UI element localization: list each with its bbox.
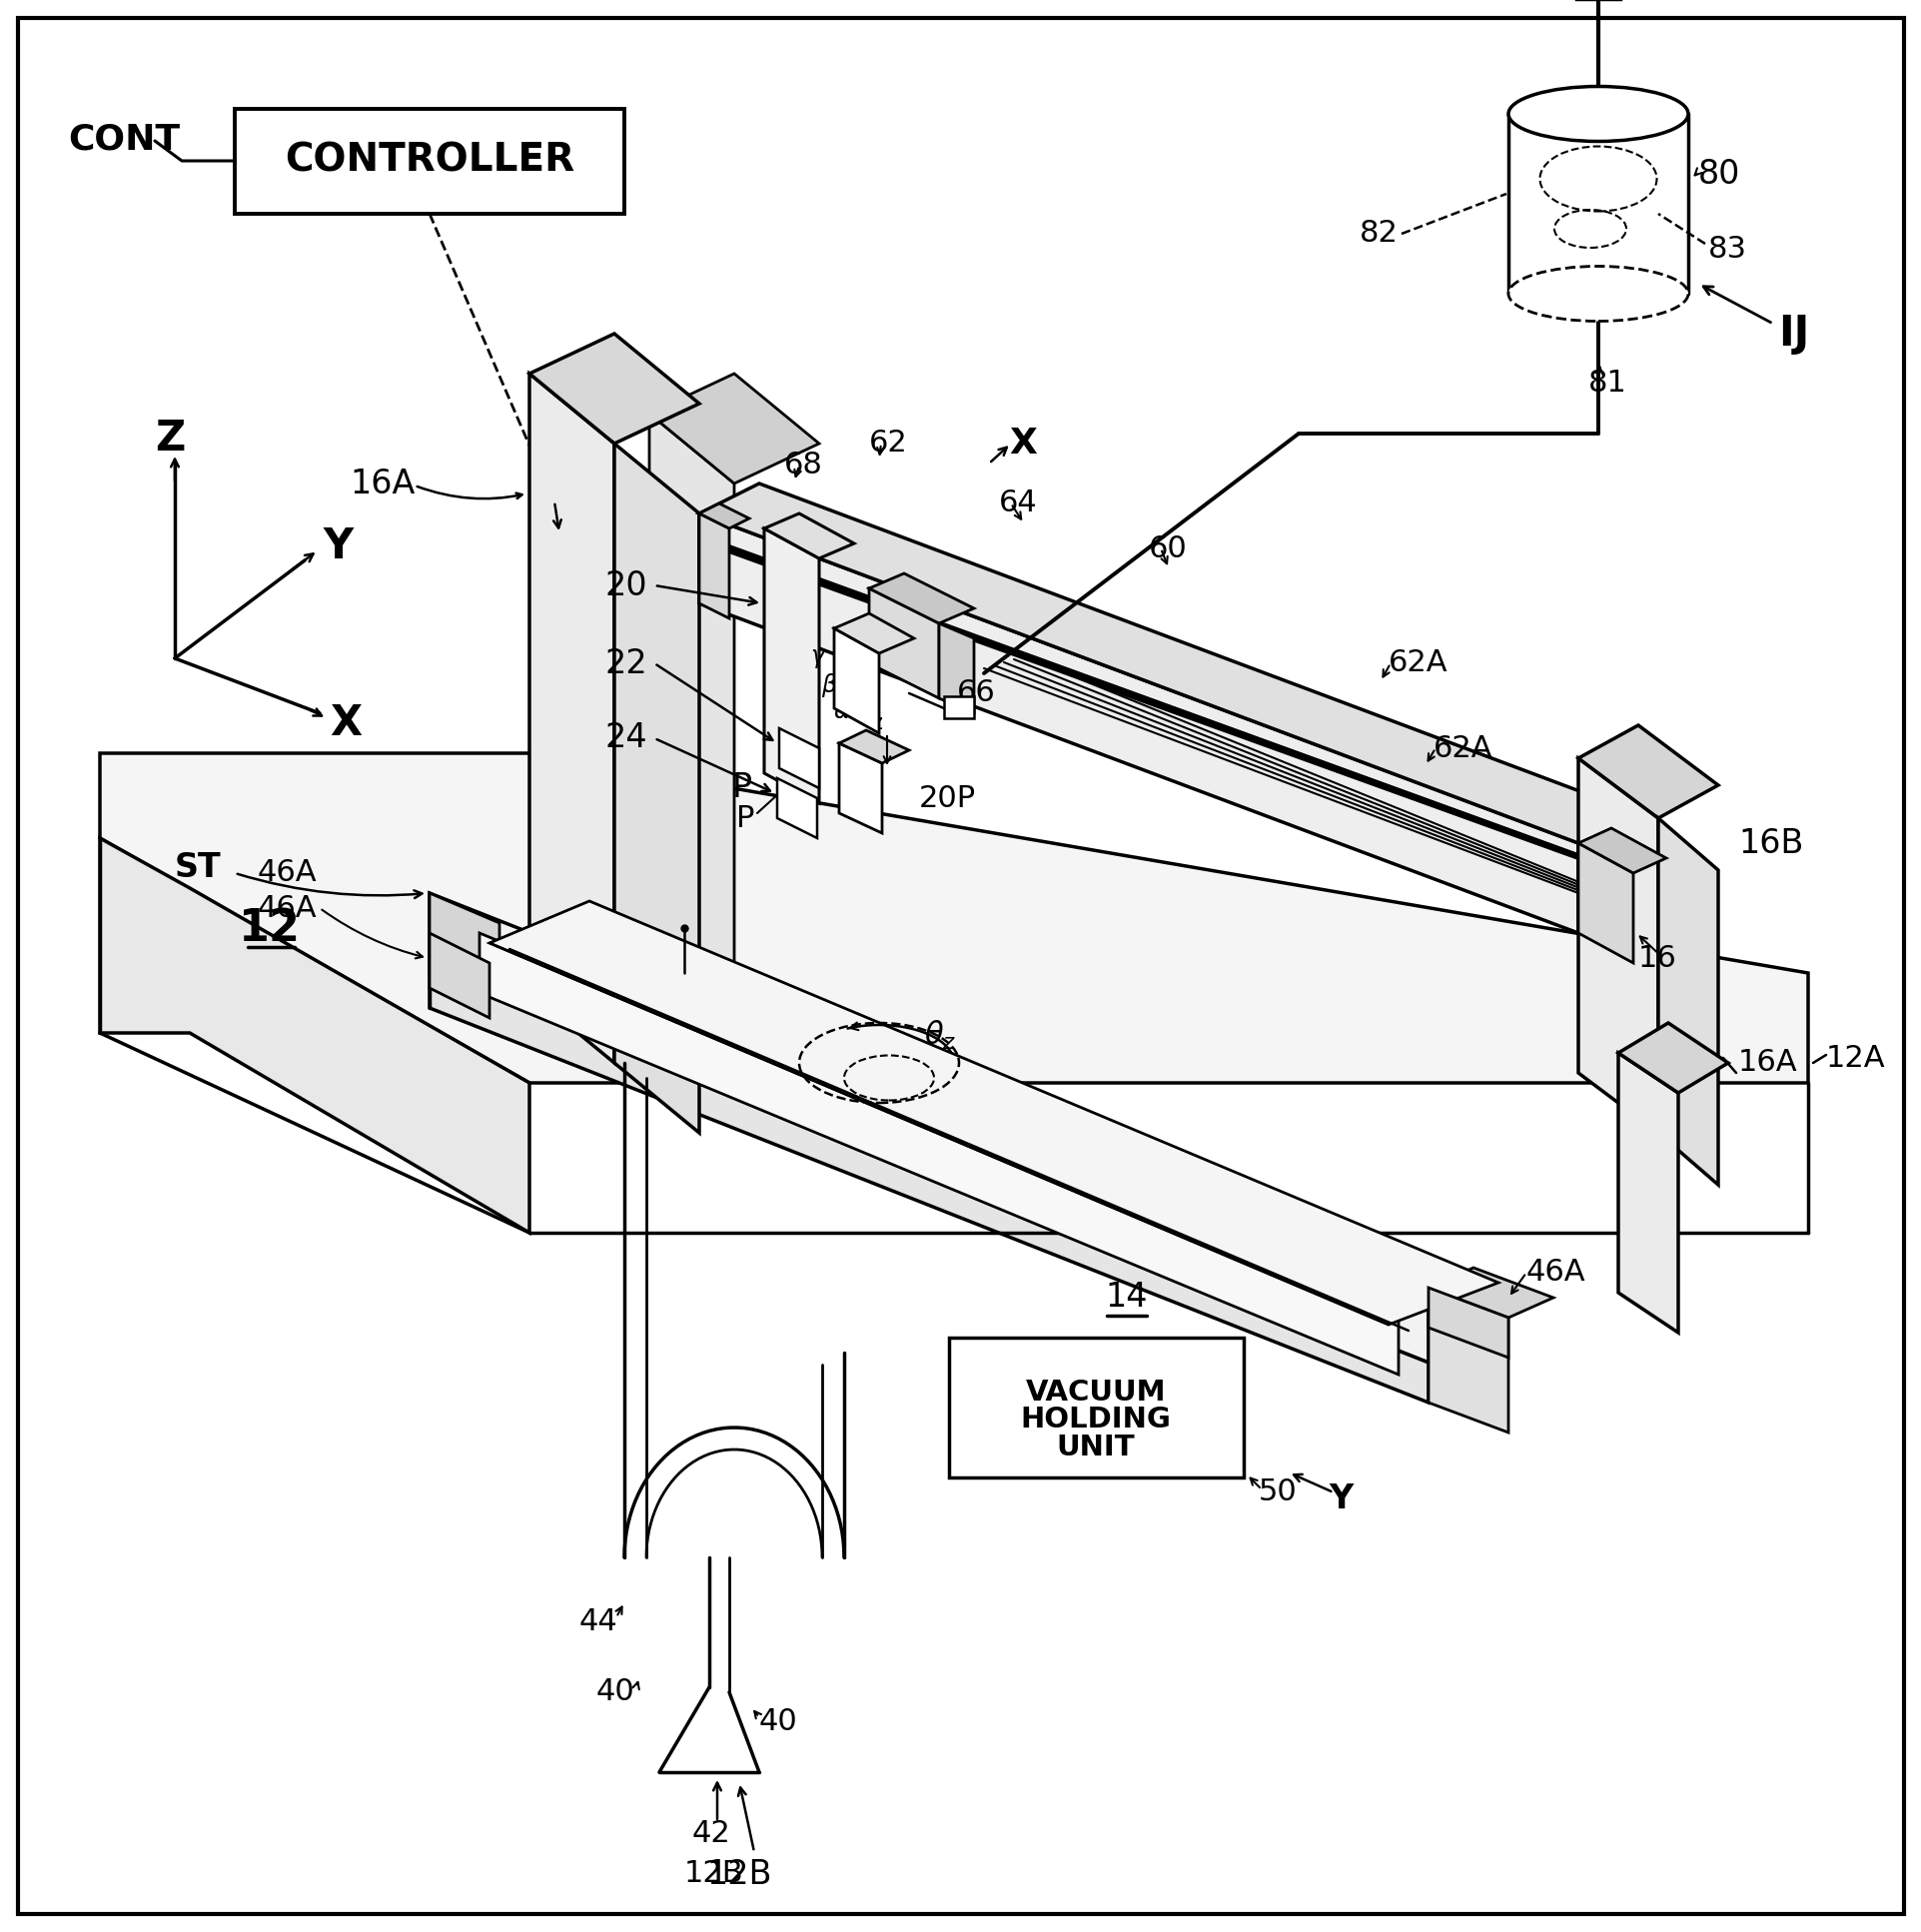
Text: 46A: 46A [1525,1258,1585,1287]
Text: 60: 60 [1149,533,1187,562]
Text: 62A: 62A [1433,734,1493,763]
Text: Y: Y [1327,1484,1352,1517]
Polygon shape [528,334,699,444]
Text: 16A: 16A [1737,1049,1796,1078]
Ellipse shape [1508,87,1687,141]
Polygon shape [1577,757,1658,1132]
Polygon shape [1427,1287,1508,1358]
Text: 62A: 62A [1387,649,1447,678]
Text: 20P: 20P [918,784,976,813]
Text: Z: Z [154,417,184,460]
Text: 68: 68 [784,450,822,479]
Polygon shape [1577,829,1666,873]
Polygon shape [868,589,939,697]
Polygon shape [428,933,490,1018]
Text: 12B: 12B [684,1861,743,1889]
Polygon shape [834,612,914,653]
Text: $\alpha$: $\alpha$ [834,699,851,723]
Polygon shape [100,838,528,1233]
Text: 14: 14 [1105,1281,1147,1314]
Text: 12B: 12B [707,1857,772,1891]
Text: IJ: IJ [1777,313,1808,355]
Text: P: P [732,771,751,804]
Text: 50: 50 [1258,1478,1297,1507]
Polygon shape [839,744,882,833]
FancyBboxPatch shape [949,1337,1243,1478]
FancyBboxPatch shape [234,108,624,214]
Text: 40: 40 [596,1677,634,1706]
Text: P: P [736,804,753,833]
Text: 83: 83 [1708,234,1746,263]
Ellipse shape [1508,267,1687,321]
Text: 20: 20 [605,568,647,603]
Polygon shape [490,900,1498,1325]
Text: 82: 82 [1358,218,1398,247]
Text: 44: 44 [578,1607,617,1636]
Text: HOLDING: HOLDING [1020,1406,1170,1434]
Polygon shape [428,968,1427,1403]
Polygon shape [699,514,1577,933]
Text: $\theta_z$: $\theta_z$ [924,1018,957,1051]
Polygon shape [478,933,1398,1374]
Polygon shape [1427,1267,1552,1318]
Polygon shape [649,373,818,483]
Text: CONT: CONT [67,122,181,156]
Polygon shape [428,893,499,978]
Text: 40: 40 [759,1708,797,1737]
Polygon shape [778,728,818,788]
Text: 16B: 16B [1737,827,1802,860]
Text: $\beta$: $\beta$ [820,670,838,699]
Text: 80: 80 [1698,156,1740,191]
Text: 46A: 46A [257,895,317,923]
Text: 62: 62 [868,429,907,458]
Text: 16A: 16A [350,468,415,500]
Polygon shape [1577,842,1633,962]
Polygon shape [1658,817,1717,1184]
Polygon shape [939,624,974,713]
Text: 12A: 12A [1825,1043,1885,1072]
Text: $\gamma$: $\gamma$ [811,647,828,670]
Polygon shape [699,514,728,618]
Polygon shape [839,730,909,763]
Polygon shape [649,413,734,1103]
Text: 24: 24 [605,723,647,755]
Polygon shape [765,529,818,804]
Text: Y: Y [323,526,353,568]
Polygon shape [528,373,615,1063]
Text: 42: 42 [692,1820,730,1849]
Polygon shape [428,893,1427,1362]
Polygon shape [699,504,749,529]
Text: 12: 12 [238,906,300,949]
Text: 64: 64 [999,489,1037,518]
Polygon shape [776,779,816,838]
Bar [943,696,974,719]
Polygon shape [615,444,699,1132]
Text: 22: 22 [605,647,647,680]
Text: 66: 66 [957,678,995,707]
Polygon shape [1577,724,1717,817]
Text: X: X [330,701,361,744]
Polygon shape [1617,1022,1727,1094]
Text: 81: 81 [1587,369,1627,398]
Text: VACUUM: VACUUM [1026,1379,1166,1406]
Polygon shape [100,753,1808,1082]
Polygon shape [699,483,1637,842]
Polygon shape [765,514,853,558]
Text: UNIT: UNIT [1057,1434,1135,1461]
Text: CONTROLLER: CONTROLLER [284,141,574,180]
Text: ST: ST [175,852,221,885]
Polygon shape [1427,1287,1508,1432]
Text: X: X [1009,427,1035,460]
Text: 16: 16 [1637,943,1677,972]
Polygon shape [868,574,974,624]
Text: z: z [872,713,882,734]
Text: 46A: 46A [257,858,317,887]
Polygon shape [1617,1053,1677,1333]
Polygon shape [834,628,878,734]
